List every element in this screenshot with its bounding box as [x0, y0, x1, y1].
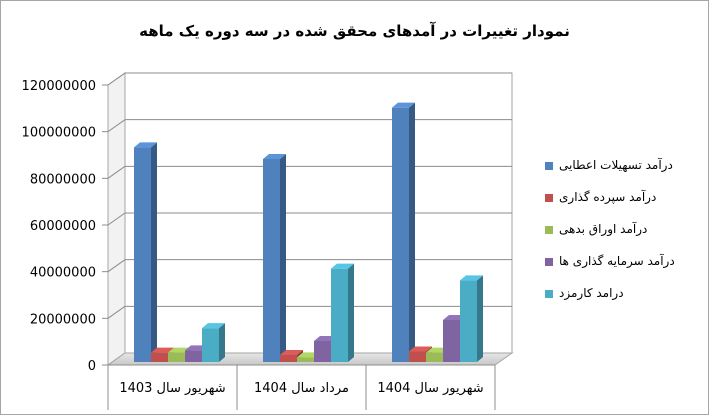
- bar-side: [409, 102, 415, 363]
- bar-top: [263, 154, 286, 159]
- gridline-side: [107, 72, 126, 86]
- gridline-side: [107, 212, 126, 226]
- legend-swatch: [545, 290, 553, 298]
- bar-front: [314, 341, 331, 362]
- gridline-side: [107, 259, 126, 273]
- bar-front: [331, 268, 348, 362]
- bar-side: [219, 323, 225, 362]
- legend-swatch: [545, 258, 553, 266]
- legend-label: درآمد سرمایه گذاری ها: [559, 254, 675, 268]
- bar-top: [134, 142, 157, 148]
- gridline-side: [107, 119, 126, 133]
- legend-swatch: [545, 194, 553, 202]
- bar-front: [409, 351, 426, 362]
- legend-swatch: [545, 226, 553, 234]
- bar: [331, 263, 354, 362]
- bar-side: [348, 263, 354, 362]
- y-tick-label: 120000000: [22, 79, 96, 94]
- bar-front: [263, 159, 280, 362]
- bar-front: [134, 147, 151, 362]
- bar-top: [151, 347, 174, 353]
- legend-item: درآمد تسهیلات اعطایی: [545, 158, 705, 190]
- chart-title: نمودار تغییرات در آمدهای محقق شده در سه …: [139, 22, 570, 40]
- bar-front: [151, 352, 168, 362]
- x-tick-label: شهریور سال 1404: [377, 381, 483, 396]
- bar-front: [280, 355, 297, 362]
- legend-swatch: [545, 162, 553, 170]
- bar-top: [392, 102, 415, 108]
- bar-side: [280, 154, 286, 362]
- x-tick-label: مرداد سال 1404: [254, 381, 349, 396]
- y-tick-label: 100000000: [22, 126, 96, 141]
- bar: [134, 142, 157, 362]
- y-tick-label: 0: [88, 359, 96, 374]
- legend-item: درامد کارمزد: [545, 286, 705, 318]
- x-tick-label: شهریور سال 1403: [119, 381, 225, 396]
- legend-label: درآمد سپرده گذاری: [559, 190, 657, 204]
- legend-item: درآمد سپرده گذاری: [545, 190, 705, 222]
- bar: [460, 275, 483, 362]
- legend-label: درآمد اوراق بدهی: [559, 222, 648, 236]
- bar-front: [443, 320, 460, 362]
- legend-item: درآمد سرمایه گذاری ها: [545, 254, 705, 286]
- bar-top: [202, 323, 225, 329]
- bar: [263, 154, 286, 362]
- legend-label: درآمد تسهیلات اعطایی: [559, 158, 673, 172]
- bar-top: [280, 350, 303, 355]
- bar-front: [297, 357, 314, 362]
- bar-side: [151, 142, 157, 362]
- bar: [202, 323, 225, 362]
- legend: درآمد تسهیلات اعطایی درآمد سپرده گذاری درآ…: [545, 158, 705, 318]
- bar-front: [202, 328, 219, 362]
- y-tick-label: 20000000: [30, 312, 96, 327]
- y-tick-label: 80000000: [30, 172, 96, 187]
- gridline-side: [107, 305, 126, 319]
- legend-label: درامد کارمزد: [559, 286, 624, 300]
- bar-side: [477, 275, 483, 362]
- bar-front: [185, 350, 202, 362]
- bar-top: [331, 263, 354, 269]
- bar-front: [460, 280, 477, 362]
- y-tick-label: 40000000: [30, 266, 96, 281]
- legend-item: درآمد اوراق بدهی: [545, 222, 705, 254]
- bar: [392, 102, 415, 363]
- bar-front: [426, 352, 443, 362]
- y-tick-label: 60000000: [30, 219, 96, 234]
- gridline-side: [107, 165, 126, 179]
- bar-top: [409, 346, 432, 352]
- bar-front: [392, 107, 409, 363]
- bar-top: [460, 275, 483, 281]
- bar-front: [168, 352, 185, 362]
